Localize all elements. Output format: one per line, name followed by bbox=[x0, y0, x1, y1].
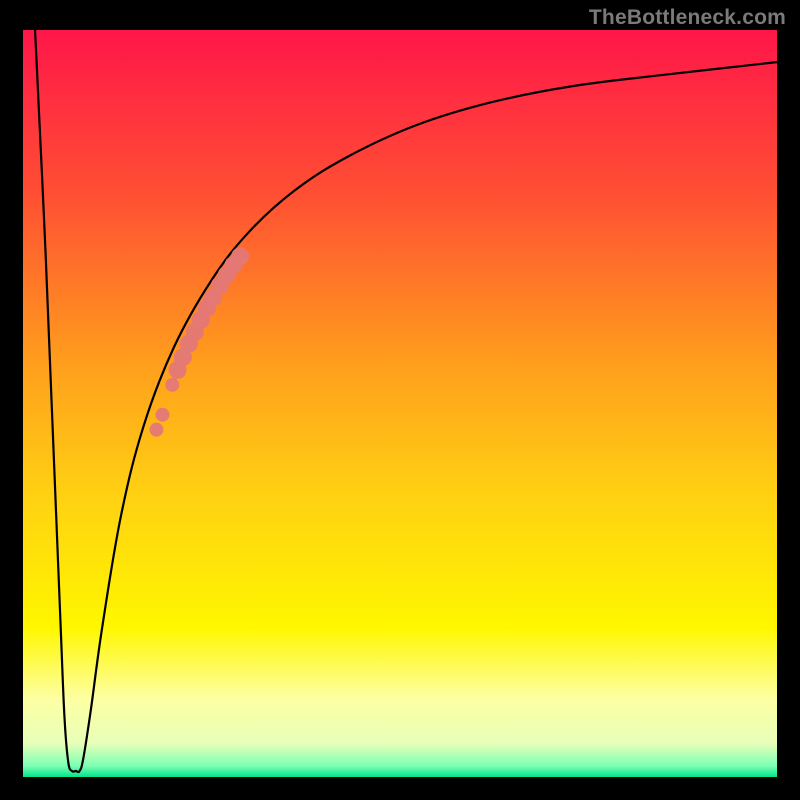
gradient-background bbox=[23, 30, 777, 777]
scatter-point bbox=[165, 378, 179, 392]
scatter-point bbox=[149, 423, 163, 437]
bottleneck-chart bbox=[0, 0, 800, 800]
scatter-point bbox=[231, 247, 249, 265]
scatter-point bbox=[155, 408, 169, 422]
chart-container: TheBottleneck.com bbox=[0, 0, 800, 800]
